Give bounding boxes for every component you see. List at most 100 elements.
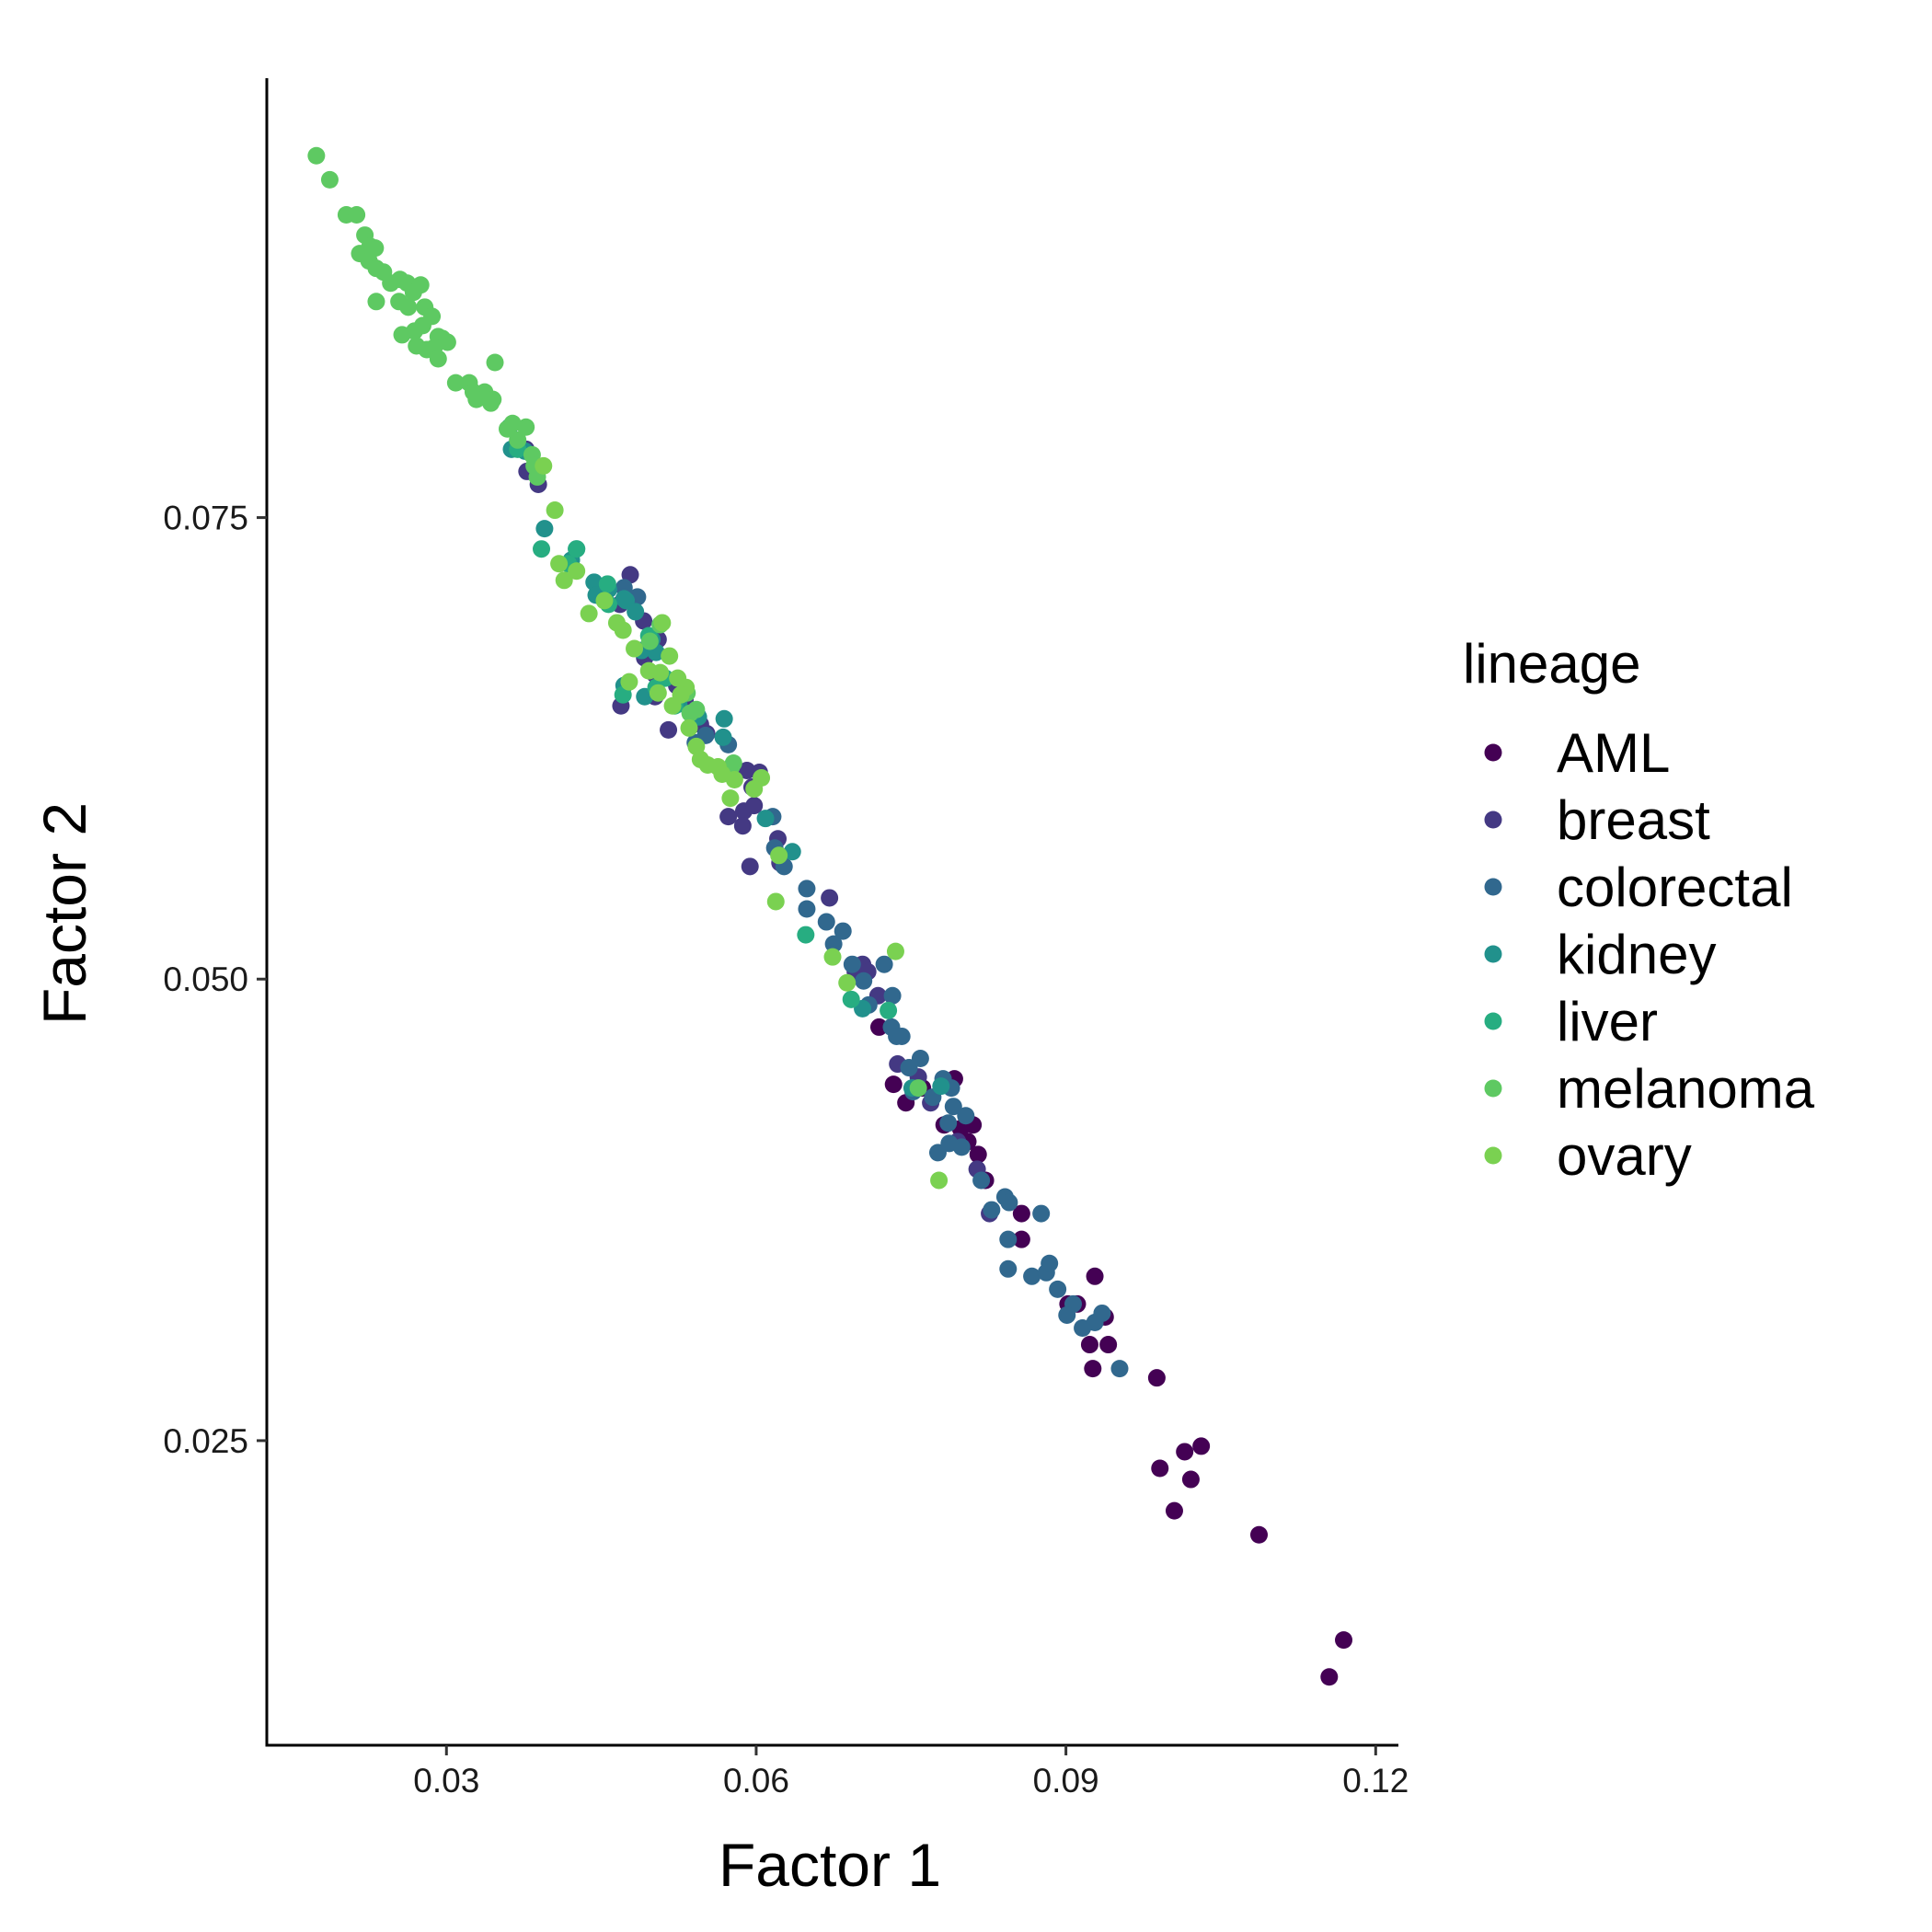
data-point: [517, 418, 535, 436]
data-point: [535, 520, 554, 538]
data-point: [1320, 1668, 1339, 1686]
legend-label: kidney: [1557, 924, 1716, 985]
data-point: [681, 704, 699, 722]
data-point: [307, 146, 326, 165]
data-point: [741, 857, 759, 876]
legend-swatch: [1484, 811, 1502, 829]
y-axis-title: Factor 2: [30, 802, 98, 1025]
data-point: [1041, 1254, 1059, 1272]
data-points: [307, 146, 1353, 1686]
legend-item-aml: AML: [1484, 722, 1670, 784]
series-breast: [517, 440, 999, 1223]
data-point: [1012, 1204, 1030, 1223]
data-point: [320, 170, 339, 189]
x-tick-label: 0.12: [1342, 1762, 1409, 1800]
data-point: [932, 1077, 950, 1096]
data-point: [1049, 1280, 1067, 1298]
data-point: [823, 948, 842, 966]
data-point: [821, 889, 839, 907]
data-point: [620, 673, 638, 691]
data-point: [983, 1201, 1001, 1219]
data-point: [509, 431, 527, 449]
y-tick-label: 0.050: [163, 960, 248, 998]
data-point: [957, 1107, 975, 1125]
legend-item-colorectal: colorectal: [1484, 857, 1793, 918]
data-point: [1335, 1631, 1353, 1650]
legend-item-breast: breast: [1484, 789, 1710, 851]
data-point: [883, 986, 902, 1005]
data-point: [1110, 1360, 1129, 1378]
data-point: [446, 374, 465, 392]
data-point: [1080, 1336, 1098, 1354]
data-point: [484, 390, 502, 408]
data-point: [626, 639, 644, 658]
data-point: [1032, 1204, 1051, 1223]
x-tick-label: 0.06: [723, 1762, 789, 1800]
data-point: [649, 684, 667, 702]
data-point: [568, 540, 586, 558]
data-point: [1012, 1230, 1030, 1248]
data-point: [653, 614, 672, 632]
data-point: [568, 562, 586, 581]
data-point: [909, 1079, 927, 1098]
data-point: [1023, 1267, 1041, 1285]
data-point: [598, 575, 616, 593]
legend-label: breast: [1557, 789, 1710, 851]
data-point: [939, 1114, 958, 1133]
data-point: [969, 1145, 987, 1164]
data-point: [640, 632, 659, 650]
data-point: [999, 1259, 1018, 1278]
data-point: [429, 350, 447, 368]
x-tick-label: 0.03: [413, 1762, 479, 1800]
data-point: [614, 685, 632, 704]
data-point: [770, 846, 788, 865]
data-point: [621, 566, 639, 584]
data-point: [1192, 1437, 1211, 1455]
data-point: [393, 326, 411, 344]
data-point: [486, 353, 504, 372]
legend-swatch: [1484, 743, 1502, 762]
data-point: [1084, 1360, 1102, 1378]
data-point: [911, 1050, 929, 1068]
data-point: [663, 696, 682, 715]
legend-item-kidney: kidney: [1484, 924, 1716, 985]
data-point: [886, 942, 904, 960]
x-axis-ticks: 0.03 0.06 0.09 0.12: [413, 1745, 1409, 1800]
data-point: [719, 808, 738, 826]
data-point: [1058, 1305, 1076, 1324]
legend-item-ovary: ovary: [1484, 1125, 1692, 1187]
data-point: [550, 555, 569, 573]
data-point: [714, 728, 732, 746]
data-point: [533, 540, 551, 558]
data-point: [1000, 1193, 1018, 1212]
data-point: [367, 293, 385, 311]
data-point: [838, 973, 857, 992]
y-tick-label: 0.075: [163, 500, 248, 537]
data-point: [615, 590, 633, 608]
data-point: [680, 719, 698, 737]
data-point: [733, 817, 752, 835]
legend-label: ovary: [1557, 1125, 1692, 1187]
data-point: [595, 592, 614, 610]
data-point: [498, 420, 516, 438]
data-point: [651, 663, 670, 682]
data-point: [1086, 1267, 1104, 1285]
data-point: [972, 1171, 991, 1190]
data-point: [585, 573, 604, 592]
data-point: [1151, 1459, 1169, 1478]
data-point: [1093, 1304, 1111, 1322]
data-point: [797, 926, 815, 944]
data-point: [875, 955, 893, 973]
y-axis-ticks: 0.025 0.050 0.075: [163, 500, 267, 1460]
data-point: [366, 239, 385, 258]
legend-label: colorectal: [1557, 857, 1793, 918]
legend-label: melanoma: [1557, 1058, 1815, 1120]
data-point: [580, 604, 598, 623]
data-point: [824, 935, 843, 953]
data-point: [1147, 1369, 1166, 1387]
legend-swatch: [1484, 1146, 1502, 1165]
legend-item-liver: liver: [1484, 991, 1658, 1052]
data-point: [399, 298, 418, 316]
data-point: [627, 603, 645, 621]
